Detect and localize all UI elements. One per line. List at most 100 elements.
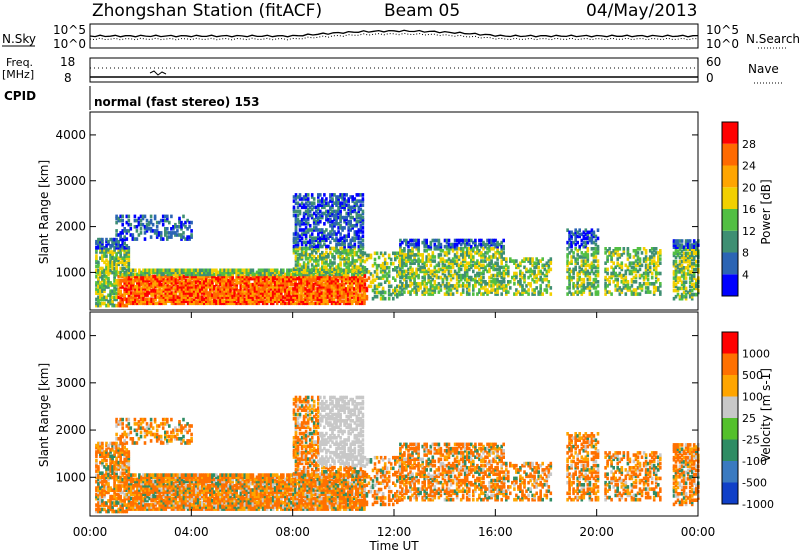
range-gate-cell <box>361 244 365 249</box>
range-gate-cell <box>339 232 342 236</box>
range-gate-cell <box>399 263 402 268</box>
range-gate-cell <box>339 250 342 255</box>
range-gate-cell <box>156 268 159 273</box>
range-gate-cell <box>474 275 477 280</box>
range-gate-cell <box>166 278 170 283</box>
range-gate-cell <box>343 205 346 210</box>
range-gate-cell <box>245 282 249 287</box>
range-gate-cell <box>339 205 342 210</box>
range-gate-cell <box>115 239 118 244</box>
range-gate-cell <box>463 251 467 255</box>
range-gate-cell <box>142 295 145 299</box>
range-gate-cell <box>379 276 383 280</box>
range-gate-cell <box>158 289 161 293</box>
range-gate-cell <box>302 301 305 306</box>
range-gate-cell <box>237 280 240 285</box>
range-gate-cell <box>101 237 104 242</box>
range-gate-cell <box>347 261 350 265</box>
range-gate-cell <box>330 282 334 287</box>
range-gate-cell <box>353 244 357 249</box>
range-gate-cell <box>468 255 471 259</box>
range-gate-cell <box>111 295 114 300</box>
range-gate-cell <box>296 205 300 210</box>
range-gate-cell <box>207 295 210 299</box>
range-gate-cell <box>123 283 126 287</box>
range-gate-cell <box>150 270 153 275</box>
range-gate-cell <box>273 295 277 299</box>
range-gate-cell <box>145 229 149 233</box>
range-gate-cell <box>136 293 139 297</box>
range-gate-cell <box>292 199 296 203</box>
range-gate-cell <box>111 260 114 265</box>
range-gate-cell <box>470 244 473 249</box>
range-gate-cell <box>399 244 402 249</box>
range-gate-cell <box>488 249 491 253</box>
range-gate-cell <box>172 295 176 299</box>
range-gate-cell <box>355 301 358 306</box>
range-gate-cell <box>308 240 312 245</box>
range-gate-cell <box>154 293 157 297</box>
range-gate-cell <box>413 275 416 280</box>
range-gate-cell <box>95 246 98 250</box>
range-gate-cell <box>176 225 179 229</box>
range-gate-cell <box>109 281 112 285</box>
range-gate-cell <box>415 240 418 245</box>
range-gate-cell <box>415 271 418 276</box>
range-gate-cell <box>407 290 410 294</box>
range-gate-cell <box>304 252 308 257</box>
range-gate-cell <box>429 240 433 245</box>
range-gate-cell <box>235 276 238 281</box>
range-gate-cell <box>125 264 129 269</box>
range-gate-cell <box>329 211 332 216</box>
range-gate-cell <box>255 272 259 277</box>
range-gate-cell <box>346 274 350 279</box>
range-gate-cell <box>345 193 348 197</box>
range-gate-cell <box>152 287 155 291</box>
range-gate-cell <box>217 270 220 275</box>
range-gate-cell <box>132 301 135 306</box>
range-gate-cell <box>401 251 404 255</box>
range-gate-cell <box>105 268 108 273</box>
range-gate-cell <box>296 244 300 249</box>
range-gate-cell <box>474 263 477 268</box>
range-gate-cell <box>227 293 230 297</box>
range-gate-cell <box>182 270 186 275</box>
range-gate-cell <box>172 293 176 297</box>
range-gate-cell <box>239 276 243 281</box>
range-gate-cell <box>257 276 261 281</box>
range-gate-cell <box>180 235 183 239</box>
range-gate-cell <box>359 293 362 297</box>
range-gate-cell <box>375 274 379 278</box>
range-gate-cell <box>353 295 356 299</box>
range-gate-cell <box>345 257 348 261</box>
range-gate-cell <box>198 276 202 281</box>
range-gate-cell <box>413 238 416 243</box>
range-gate-cell <box>490 280 493 284</box>
range-gate-cell <box>401 263 404 268</box>
range-gate-cell <box>315 244 318 249</box>
range-gate-cell <box>119 295 122 300</box>
range-gate-cell <box>447 282 451 286</box>
range-gate-cell <box>447 263 451 268</box>
range-gate-cell <box>123 277 126 281</box>
range-gate-cell <box>314 282 318 287</box>
range-gate-cell <box>365 286 369 291</box>
range-gate-cell <box>465 253 469 257</box>
range-gate-cell <box>111 262 114 267</box>
range-gate-cell <box>138 272 141 277</box>
range-gate-cell <box>439 288 443 292</box>
range-gate-cell <box>328 299 332 303</box>
range-gate-cell <box>387 266 391 270</box>
range-gate-cell <box>300 267 304 271</box>
range-gate-cell <box>194 301 198 306</box>
range-gate-cell <box>117 241 120 246</box>
range-gate-cell <box>318 293 322 297</box>
range-gate-cell <box>365 253 369 258</box>
range-gate-cell <box>494 267 497 272</box>
range-gate-cell <box>159 218 163 223</box>
range-gate-cell <box>596 236 600 241</box>
range-gate-cell <box>147 222 151 227</box>
range-gate-cell <box>377 284 381 289</box>
range-gate-cell <box>457 275 461 280</box>
range-gate-cell <box>317 236 320 240</box>
